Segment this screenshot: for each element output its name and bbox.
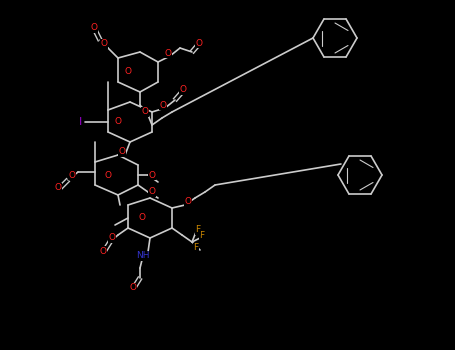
Text: I: I [78,117,81,127]
Text: O: O [100,246,106,256]
Text: O: O [118,147,126,156]
Text: F: F [196,225,201,234]
Text: O: O [184,197,192,206]
Text: O: O [148,170,156,180]
Text: O: O [148,188,156,196]
Text: O: O [196,38,202,48]
Text: O: O [69,170,76,180]
Text: O: O [142,107,148,117]
Text: O: O [125,68,131,77]
Text: O: O [91,23,97,33]
Text: O: O [55,183,61,192]
Text: NH: NH [136,252,150,260]
Text: O: O [130,284,136,293]
Text: O: O [115,118,121,126]
Text: O: O [108,233,116,243]
Text: O: O [138,214,146,223]
Text: O: O [165,49,172,57]
Text: O: O [101,40,107,49]
Text: F: F [193,244,198,252]
Text: F: F [199,231,205,240]
Text: O: O [180,85,187,94]
Text: O: O [105,170,111,180]
Text: O: O [160,100,167,110]
